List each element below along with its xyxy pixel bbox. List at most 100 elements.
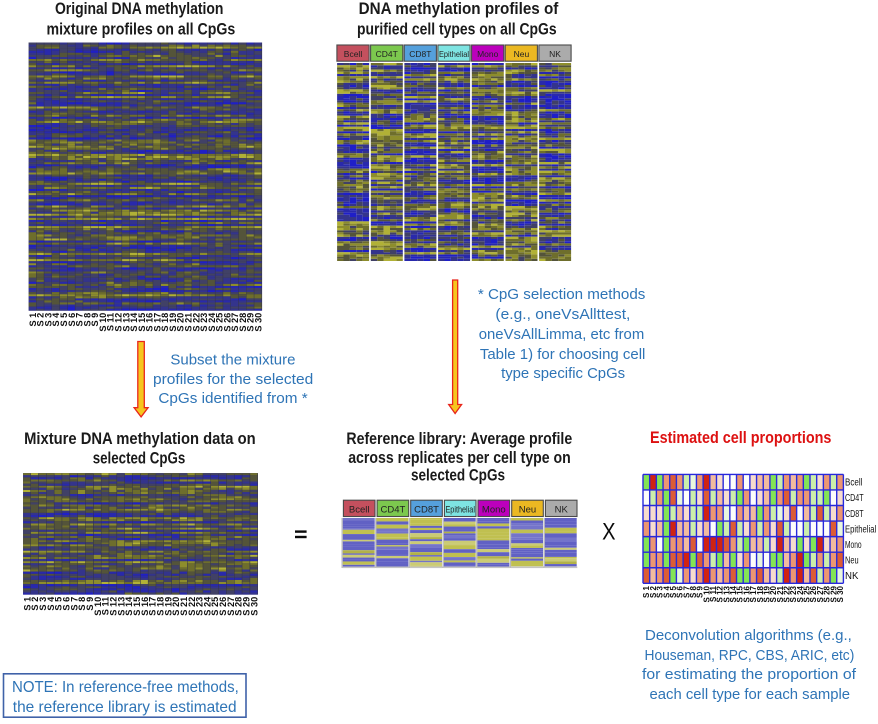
svg-text:S 19: S 19 [168, 313, 178, 332]
svg-text:Estimated cell proportions: Estimated cell proportions [650, 429, 831, 447]
svg-text:S 1: S 1 [22, 597, 32, 611]
svg-text:S 23: S 23 [199, 313, 209, 332]
svg-text:S 16: S 16 [742, 585, 751, 602]
svg-text:Mono: Mono [477, 49, 499, 59]
svg-text:DNA methylation profiles of: DNA methylation profiles of [359, 0, 559, 18]
svg-text:Mono: Mono [482, 504, 506, 515]
svg-text:S 29: S 29 [829, 585, 838, 602]
svg-text:CD8T: CD8T [409, 49, 431, 59]
svg-text:CpGs identified from *: CpGs identified from * [158, 391, 308, 407]
svg-text:S 13: S 13 [116, 597, 126, 616]
svg-text:Neu: Neu [514, 49, 530, 59]
svg-text:S 5: S 5 [669, 585, 678, 598]
svg-text:each cell type for each sample: each cell type for each sample [650, 687, 851, 703]
svg-text:Neu: Neu [845, 556, 859, 567]
svg-text:S 20: S 20 [769, 585, 778, 602]
svg-text:S 11: S 11 [106, 313, 116, 331]
svg-text:S 17: S 17 [152, 313, 162, 332]
svg-text:S 24: S 24 [796, 585, 805, 602]
svg-text:Mono: Mono [845, 540, 862, 551]
svg-text:S 7: S 7 [69, 597, 79, 611]
svg-text:NK: NK [555, 504, 569, 515]
svg-text:S 6: S 6 [67, 313, 77, 327]
svg-text:S 11: S 11 [709, 585, 718, 602]
svg-text:S 8: S 8 [82, 313, 92, 327]
svg-text:S 12: S 12 [716, 585, 725, 602]
svg-text:for estimating the proportion: for estimating the proportion of [642, 667, 857, 683]
svg-text:Reference library: Average pro: Reference library: Average profile [346, 430, 572, 448]
svg-text:S 18: S 18 [756, 585, 765, 602]
svg-text:S 30: S 30 [249, 597, 259, 616]
svg-text:CD4T: CD4T [376, 49, 398, 59]
svg-text:S 14: S 14 [129, 312, 139, 332]
svg-text:mixture profiles on all CpGs: mixture profiles on all CpGs [47, 20, 236, 38]
svg-text:S 25: S 25 [215, 313, 225, 332]
svg-text:S 30: S 30 [836, 585, 845, 602]
svg-text:type specific CpGs: type specific CpGs [501, 366, 625, 382]
svg-text:S 26: S 26 [222, 313, 232, 332]
svg-text:Houseman, RPC, CBS, ARIC, etc): Houseman, RPC, CBS, ARIC, etc) [645, 648, 855, 664]
svg-text:S 30: S 30 [254, 313, 264, 332]
svg-text:S 4: S 4 [51, 312, 61, 327]
svg-text:S 19: S 19 [763, 585, 772, 602]
svg-text:S 11: S 11 [101, 597, 111, 615]
svg-text:selected CpGs: selected CpGs [411, 467, 505, 485]
svg-text:S 9: S 9 [85, 597, 95, 611]
svg-text:S 16: S 16 [140, 597, 150, 616]
svg-text:S 1: S 1 [642, 585, 651, 598]
svg-text:S 28: S 28 [823, 585, 832, 602]
svg-text:S 26: S 26 [218, 597, 228, 616]
svg-text:S 18: S 18 [155, 597, 165, 616]
svg-text:Epithelial: Epithelial [439, 49, 469, 59]
svg-text:Mixture DNA methylation data o: Mixture DNA methylation data on [24, 430, 256, 448]
svg-text:S 8: S 8 [689, 585, 698, 598]
svg-text:S 23: S 23 [195, 597, 205, 616]
svg-text:CD4T: CD4T [380, 504, 405, 515]
svg-text:S 10: S 10 [98, 313, 108, 332]
svg-text:oneVsAllLimma, etc from: oneVsAllLimma, etc from [479, 327, 645, 343]
svg-text:Subset the mixture: Subset the mixture [170, 353, 295, 369]
svg-text:Deconvolution algorithms (e.g.: Deconvolution algorithms (e.g., [645, 628, 852, 644]
svg-text:NK: NK [845, 571, 859, 582]
svg-text:(e.g., oneVsAllttest,: (e.g., oneVsAllttest, [495, 307, 630, 323]
svg-text:S 21: S 21 [179, 597, 189, 616]
svg-text:Epithelial: Epithelial [445, 504, 475, 515]
svg-text:S 22: S 22 [783, 585, 792, 602]
svg-text:NK: NK [549, 49, 561, 59]
svg-text:X: X [602, 519, 615, 546]
svg-text:S 5: S 5 [54, 597, 64, 611]
svg-text:S 9: S 9 [90, 313, 100, 327]
svg-text:the reference library is estim: the reference library is estimated [13, 699, 237, 716]
svg-text:S 5: S 5 [59, 313, 69, 327]
svg-text:S 3: S 3 [656, 585, 665, 598]
svg-text:S 7: S 7 [682, 585, 691, 598]
svg-text:S 29: S 29 [246, 313, 256, 332]
svg-text:S 10: S 10 [93, 597, 103, 616]
svg-text:S 1: S 1 [28, 313, 38, 327]
svg-text:* CpG selection methods: * CpG selection methods [478, 287, 646, 303]
svg-text:S 16: S 16 [145, 313, 155, 332]
svg-text:S 28: S 28 [238, 313, 248, 332]
svg-text:S 3: S 3 [44, 313, 54, 327]
svg-text:S 27: S 27 [226, 597, 236, 616]
svg-text:S 25: S 25 [210, 597, 220, 616]
svg-text:S 4: S 4 [46, 596, 56, 611]
svg-text:S 9: S 9 [696, 585, 705, 598]
svg-text:purified cell types on all CpG: purified cell types on all CpGs [357, 20, 557, 38]
svg-text:S 27: S 27 [230, 313, 240, 332]
svg-text:selected CpGs: selected CpGs [93, 450, 186, 468]
svg-text:S 26: S 26 [809, 585, 818, 602]
svg-text:Epithelial: Epithelial [845, 524, 876, 535]
svg-text:S 17: S 17 [148, 597, 158, 616]
svg-text:profiles for the selected: profiles for the selected [153, 372, 313, 388]
svg-text:S 28: S 28 [234, 597, 244, 616]
svg-text:S 15: S 15 [137, 313, 147, 332]
svg-text:S 22: S 22 [187, 597, 197, 616]
svg-text:S 20: S 20 [176, 313, 186, 332]
svg-text:S 24: S 24 [207, 312, 217, 332]
svg-text:S 22: S 22 [191, 313, 201, 332]
svg-text:S 21: S 21 [776, 585, 785, 602]
svg-text:S 7: S 7 [75, 313, 85, 327]
svg-text:Original DNA methylation: Original DNA methylation [55, 0, 224, 18]
svg-text:S 18: S 18 [160, 313, 170, 332]
